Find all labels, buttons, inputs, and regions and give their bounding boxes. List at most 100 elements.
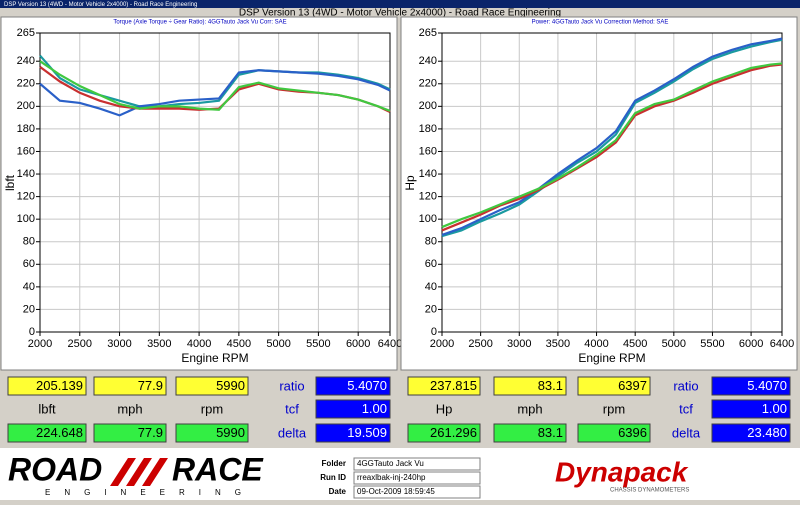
readout-value: 205.139 xyxy=(36,378,83,393)
readout-box xyxy=(315,376,391,396)
readout-box xyxy=(315,423,391,443)
x-tick-label: 5000 xyxy=(266,338,290,350)
logo-right: RACE xyxy=(172,451,264,487)
readout-label: tcf xyxy=(285,401,299,416)
y-tick-label: 140 xyxy=(17,168,35,180)
readout-box xyxy=(93,423,167,443)
y-tick-label: 20 xyxy=(23,303,35,315)
chart-panel xyxy=(400,16,798,371)
readout-value: 1.00 xyxy=(362,401,387,416)
plot-frame xyxy=(39,32,391,333)
y-tick-label: 40 xyxy=(425,281,437,293)
x-tick-label: 2000 xyxy=(28,338,52,350)
y-tick-label: 265 xyxy=(419,27,437,39)
readout-value: 224.648 xyxy=(36,425,83,440)
field-value: 4GGTauto Jack Vu xyxy=(357,459,424,468)
data-line xyxy=(441,37,783,237)
logo-stripes xyxy=(110,458,168,486)
field-value: 09-Oct-2009 18:59:45 xyxy=(357,487,435,496)
y-tick-label: 240 xyxy=(17,55,35,67)
readout-value: 77.9 xyxy=(138,378,163,393)
brand: Dynapack xyxy=(555,456,689,487)
x-tick-label: 2500 xyxy=(68,338,92,350)
readout-value: 19.509 xyxy=(347,425,387,440)
field-label: Date xyxy=(329,487,347,496)
y-tick-label: 160 xyxy=(17,145,35,157)
y-tick-label: 20 xyxy=(425,303,437,315)
readout-box xyxy=(7,376,87,396)
y-axis-label: lbft xyxy=(3,174,17,191)
readout-box xyxy=(93,376,167,396)
x-tick-label: 2000 xyxy=(430,338,454,350)
y-tick-label: 180 xyxy=(419,123,437,135)
data-line xyxy=(441,62,783,229)
readout-value: 1.00 xyxy=(762,401,787,416)
readout-box xyxy=(175,376,249,396)
readout-box xyxy=(577,423,651,443)
x-tick-label: 5500 xyxy=(306,338,330,350)
readout-unit: rpm xyxy=(201,401,223,416)
chart-header: Power: 4GGTauto Jack Vu Correction Metho… xyxy=(532,20,669,26)
y-tick-label: 120 xyxy=(17,191,35,203)
readout-value: 5.4070 xyxy=(747,378,787,393)
x-tick-label: 3500 xyxy=(546,338,570,350)
y-tick-label: 200 xyxy=(419,100,437,112)
x-tick-label: 4500 xyxy=(623,338,647,350)
readout-value: 6396 xyxy=(618,425,647,440)
app-title: DSP Version 13 (4WD - Motor Vehicle 2x40… xyxy=(239,8,561,19)
y-tick-label: 80 xyxy=(23,236,35,248)
x-axis-label: Engine RPM xyxy=(578,351,645,365)
readout-unit: mph xyxy=(117,401,142,416)
readout-box xyxy=(407,376,481,396)
readout-box xyxy=(493,423,567,443)
y-tick-label: 160 xyxy=(419,145,437,157)
field-value: rreaxlbak-inj-240hp xyxy=(357,473,426,482)
y-tick-label: 0 xyxy=(29,326,35,338)
readout-value: 5.4070 xyxy=(347,378,387,393)
data-line xyxy=(441,38,783,238)
x-tick-label: 6000 xyxy=(346,338,370,350)
x-tick-label: 6400 xyxy=(770,338,794,350)
readout-box xyxy=(711,423,791,443)
readout-box xyxy=(577,376,651,396)
brand-sub: CHASSIS DYNAMOMETERS xyxy=(610,488,689,494)
y-tick-label: 40 xyxy=(23,281,35,293)
readout-unit: lbft xyxy=(38,401,56,416)
x-tick-label: 2500 xyxy=(468,338,492,350)
window-title: DSP Version 13 (4WD - Motor Vehicle 2x40… xyxy=(4,2,197,8)
logo-left: ROAD xyxy=(8,451,102,487)
readout-label: ratio xyxy=(279,378,304,393)
field-box xyxy=(353,471,481,485)
x-tick-label: 4000 xyxy=(187,338,211,350)
y-tick-label: 140 xyxy=(419,168,437,180)
x-tick-label: 5500 xyxy=(700,338,724,350)
plot-frame xyxy=(441,32,783,333)
logo-sub: ENGINEERING xyxy=(45,488,255,497)
y-tick-label: 220 xyxy=(419,78,437,90)
y-tick-label: 80 xyxy=(425,236,437,248)
x-tick-label: 4500 xyxy=(227,338,251,350)
x-tick-label: 3000 xyxy=(107,338,131,350)
readout-value: 77.9 xyxy=(138,425,163,440)
readout-value: 261.296 xyxy=(430,425,477,440)
readout-value: 83.1 xyxy=(538,425,563,440)
y-tick-label: 60 xyxy=(23,258,35,270)
y-tick-label: 60 xyxy=(425,258,437,270)
data-line xyxy=(39,60,391,112)
y-tick-label: 200 xyxy=(17,100,35,112)
x-tick-label: 3500 xyxy=(147,338,171,350)
y-tick-label: 265 xyxy=(17,27,35,39)
y-tick-label: 100 xyxy=(419,213,437,225)
x-axis-label: Engine RPM xyxy=(181,351,248,365)
y-tick-label: 0 xyxy=(431,326,437,338)
readout-box xyxy=(175,423,249,443)
readout-box xyxy=(711,376,791,396)
readout-value: 237.815 xyxy=(430,378,477,393)
x-tick-label: 4000 xyxy=(584,338,608,350)
x-tick-label: 6400 xyxy=(378,338,402,350)
field-box xyxy=(353,457,481,471)
readout-value: 5990 xyxy=(216,378,245,393)
data-line xyxy=(39,69,391,117)
y-tick-label: 220 xyxy=(17,78,35,90)
